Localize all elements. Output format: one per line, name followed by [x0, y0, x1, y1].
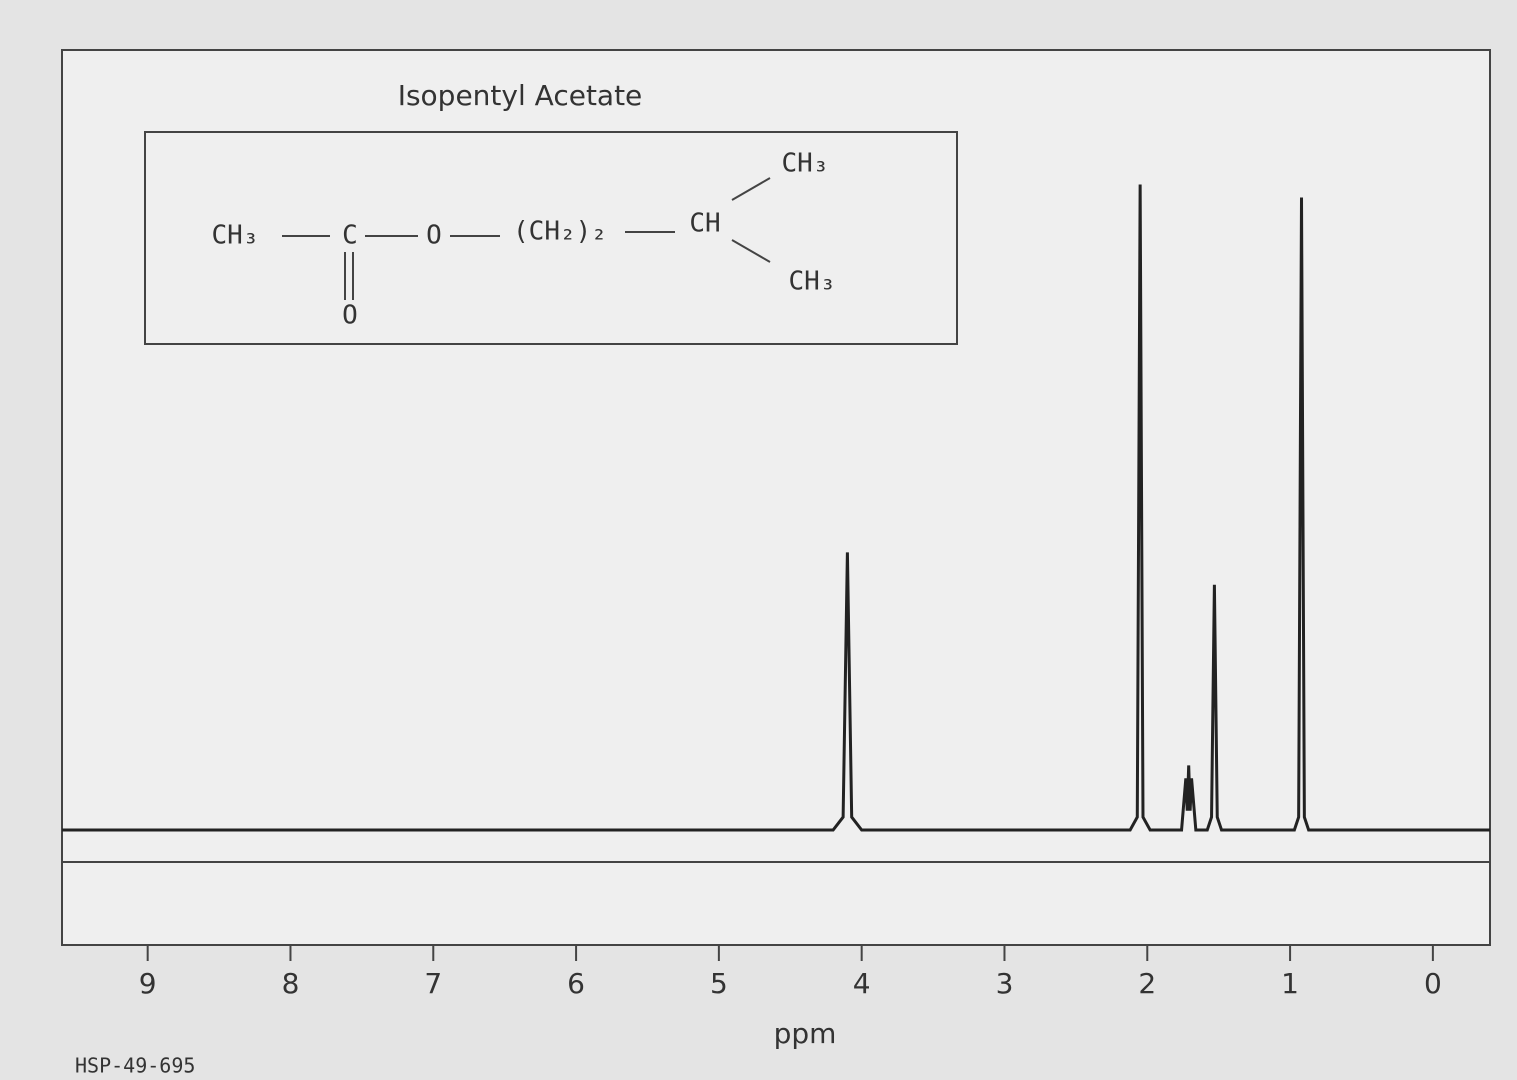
x-tick-label: 9	[139, 967, 157, 1000]
group: C	[342, 221, 358, 251]
group: O	[426, 221, 442, 251]
bond	[731, 239, 771, 263]
x-tick-label: 7	[424, 967, 442, 1000]
footnote: HSP-49-695	[75, 1054, 195, 1078]
x-tick-label: 3	[996, 967, 1014, 1000]
x-tick-label: 1	[1281, 967, 1299, 1000]
x-tick-label: 6	[567, 967, 585, 1000]
group: O	[342, 301, 358, 331]
x-tick-label: 5	[710, 967, 728, 1000]
x-tick-label: 8	[282, 967, 300, 1000]
group: CH₃	[782, 149, 829, 179]
x-tick-label: 4	[853, 967, 871, 1000]
group: CH₃	[789, 267, 836, 297]
structure: CH₃ C O (CH₂)₂ CH CH₃ CH₃ O	[212, 149, 836, 331]
x-tick-label: 2	[1138, 967, 1156, 1000]
bond	[731, 177, 771, 201]
group: (CH₂)₂	[513, 217, 607, 247]
frame	[61, 49, 1491, 946]
chart-title: Isopentyl Acetate	[398, 79, 643, 112]
structure-box	[144, 131, 958, 345]
x-axis-label: ppm	[774, 1017, 837, 1050]
spectrum-line	[62, 184, 1490, 832]
x-tick-label: 0	[1424, 967, 1442, 1000]
group: CH	[689, 209, 720, 239]
group: CH₃	[212, 221, 259, 251]
